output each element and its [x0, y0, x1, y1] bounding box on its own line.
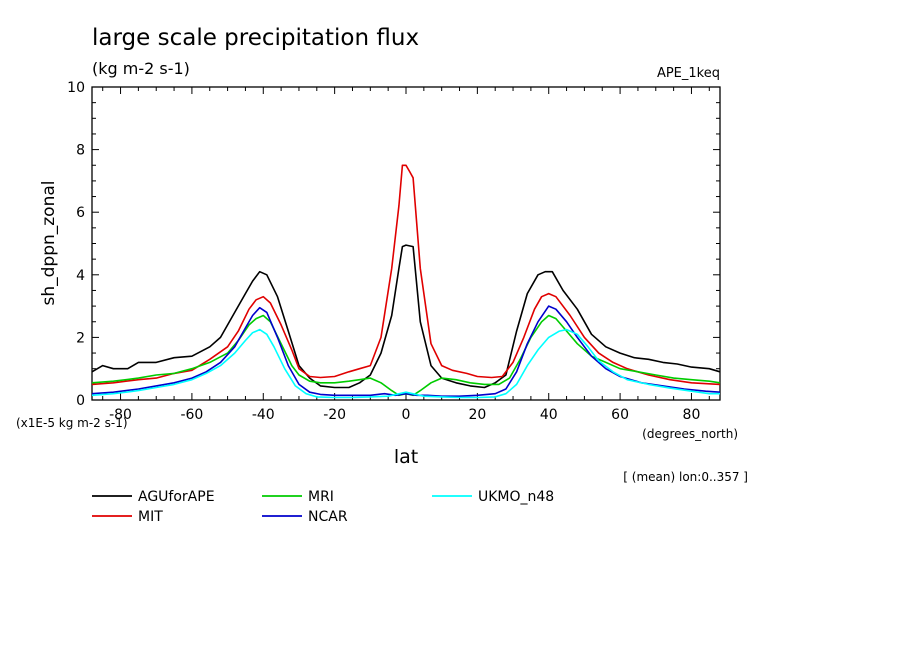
- series-line-aguforape: [91, 244, 721, 389]
- x-tick-label: 0: [402, 407, 411, 423]
- x-units-label: (degrees_north): [642, 427, 738, 441]
- legend-label: AGUforAPE: [138, 489, 215, 505]
- x-tick-label: -40: [252, 407, 275, 423]
- series-line-ncar: [91, 305, 721, 397]
- series-line-ukmo_n48: [91, 328, 720, 399]
- x-tick-label: -60: [180, 407, 203, 423]
- plot-area: -80 -60 -40 -20 0 20 40 60 80 0 2 4 6 8 10: [67, 80, 721, 423]
- legend-label: UKMO_n48: [478, 489, 554, 505]
- x-tick-label: -20: [323, 407, 346, 423]
- y-tick-label: 2: [76, 330, 85, 346]
- y-tick-label: 0: [76, 393, 85, 409]
- x-tick-label: -80: [109, 407, 132, 423]
- averaging-note: [ (mean) lon:0..357 ]: [623, 470, 748, 484]
- series-line-mit: [91, 164, 721, 386]
- x-axis-label: lat: [394, 446, 418, 468]
- experiment-label: APE_1keq: [657, 66, 720, 81]
- y-tick-label: 4: [76, 268, 85, 284]
- plot-frame: [91, 86, 721, 401]
- y-axis-label: sh_dppn_zonal: [39, 180, 59, 305]
- x-tick-label: 60: [611, 407, 629, 423]
- x-tick-label: 40: [540, 407, 558, 423]
- y-tick-label: 8: [76, 143, 85, 159]
- legend-label: NCAR: [308, 509, 348, 525]
- chart-units: (kg m-2 s-1): [92, 59, 190, 78]
- chart-title: large scale precipitation flux: [92, 25, 419, 51]
- legend-label: MIT: [138, 509, 163, 525]
- y-scale-note: (x1E-5 kg m-2 s-1): [16, 416, 128, 430]
- y-tick-label: 10: [67, 80, 85, 96]
- legend: AGUforAPE MIT MRI NCAR UKMO_n48: [92, 489, 554, 525]
- x-tick-label: 80: [683, 407, 701, 423]
- y-tick-label: 6: [76, 205, 85, 221]
- x-tick-label: 20: [468, 407, 486, 423]
- legend-label: MRI: [308, 489, 334, 505]
